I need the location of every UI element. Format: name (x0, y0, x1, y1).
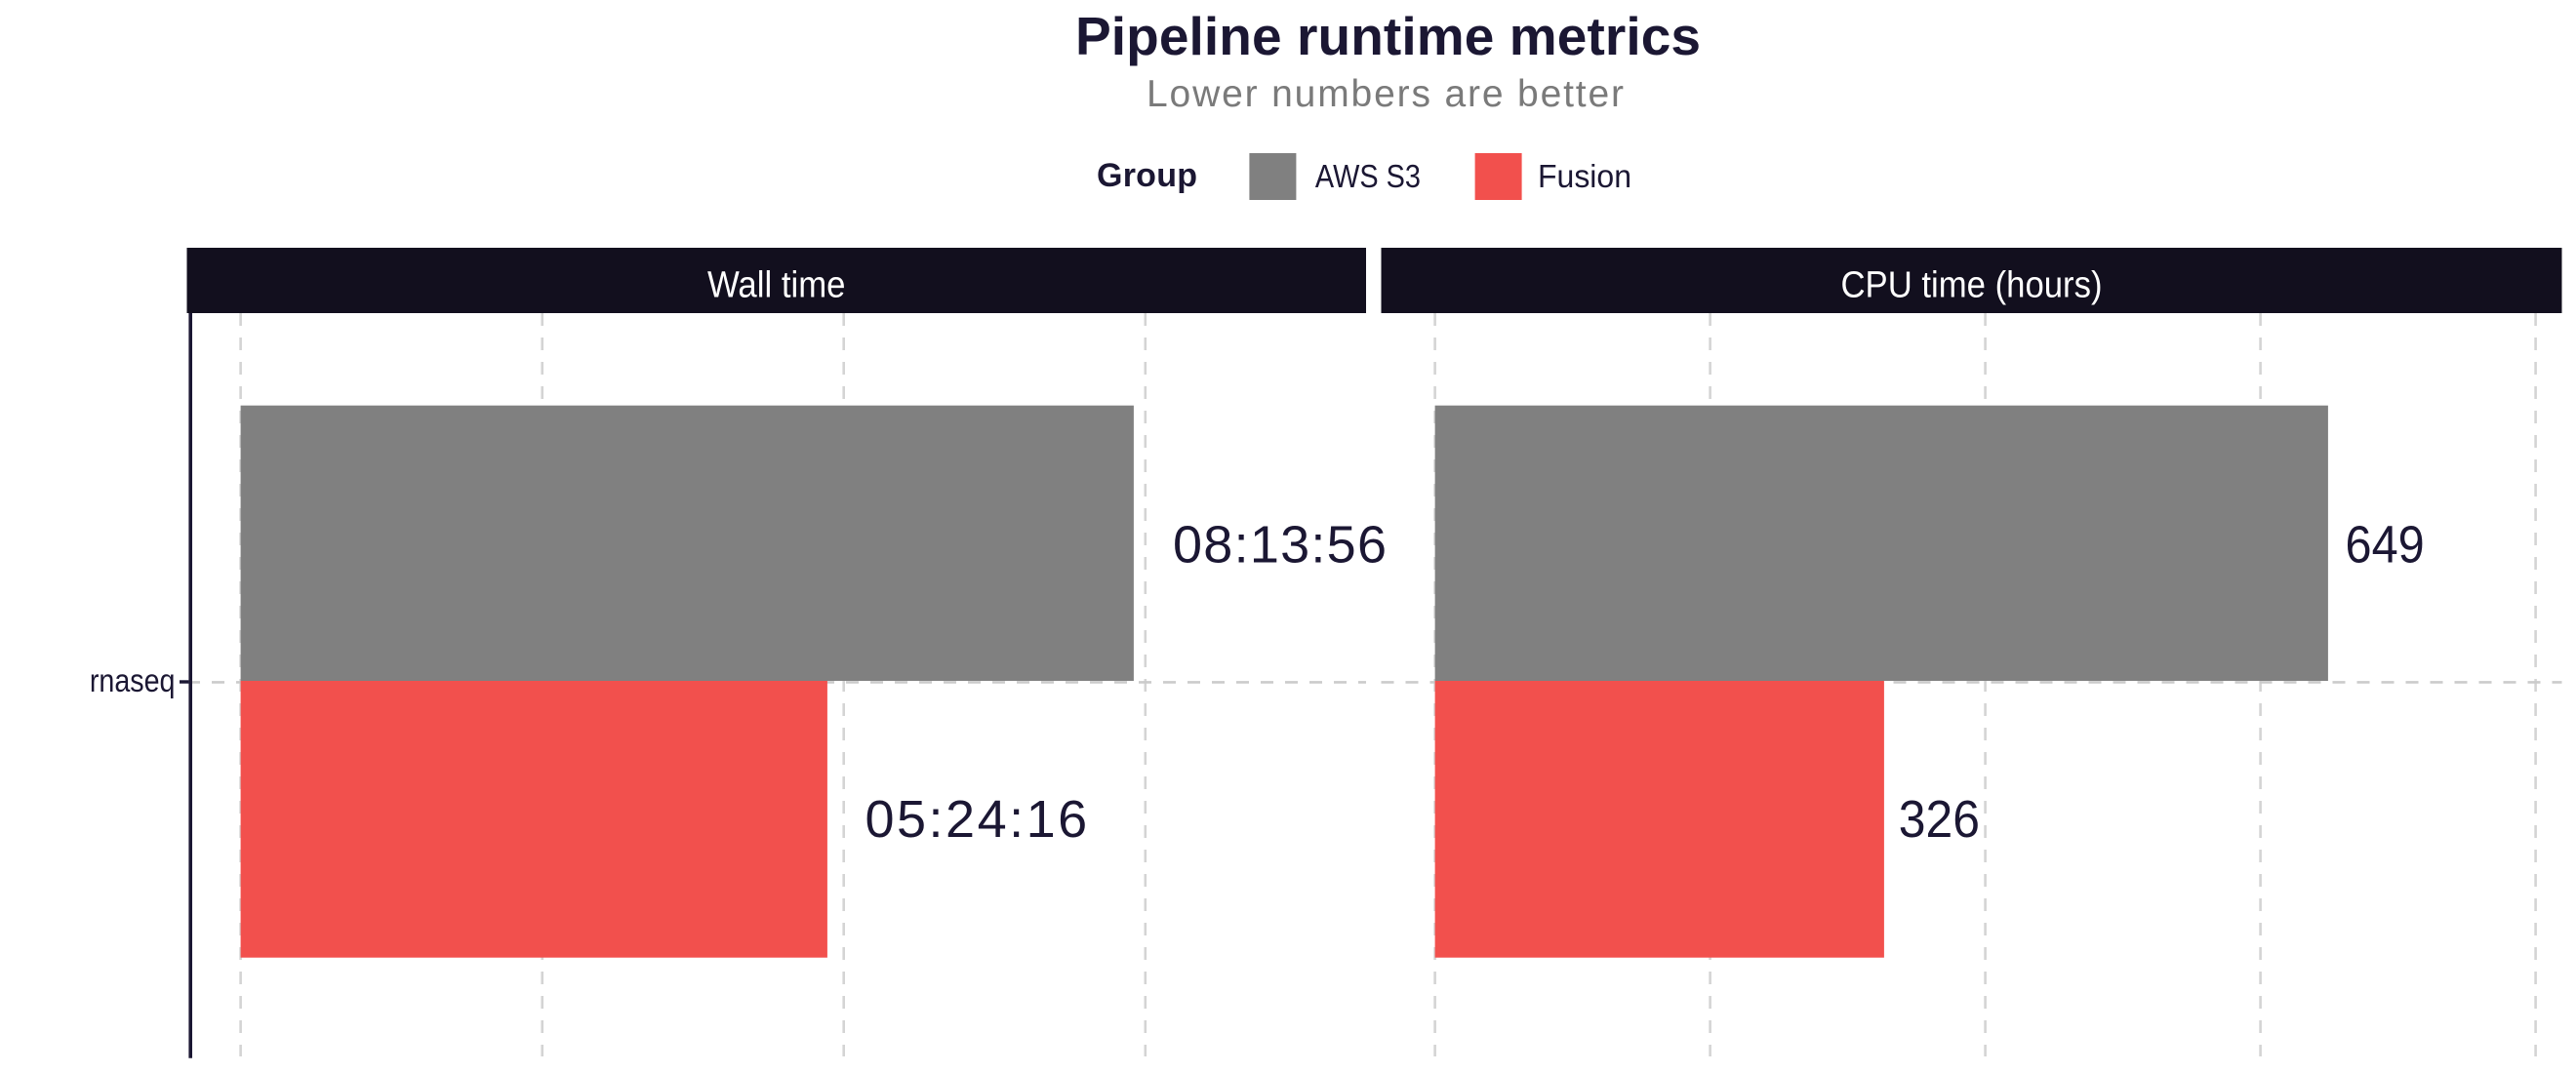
svg-text:rnaseq: rnaseq (90, 662, 176, 698)
svg-text:649: 649 (2346, 516, 2425, 574)
svg-text:Lower numbers are better: Lower numbers are better (1147, 73, 1624, 115)
svg-text:08:13:56: 08:13:56 (1173, 515, 1387, 574)
svg-text:CPU time (hours): CPU time (hours) (1841, 265, 2103, 306)
svg-text:Pipeline runtime metrics: Pipeline runtime metrics (1075, 6, 1701, 66)
svg-text:326: 326 (1899, 791, 1980, 849)
svg-text:Wall time: Wall time (707, 265, 846, 306)
svg-text:AWS S3: AWS S3 (1315, 158, 1421, 194)
svg-text:Fusion: Fusion (1538, 158, 1631, 194)
svg-text:Group: Group (1097, 157, 1197, 194)
